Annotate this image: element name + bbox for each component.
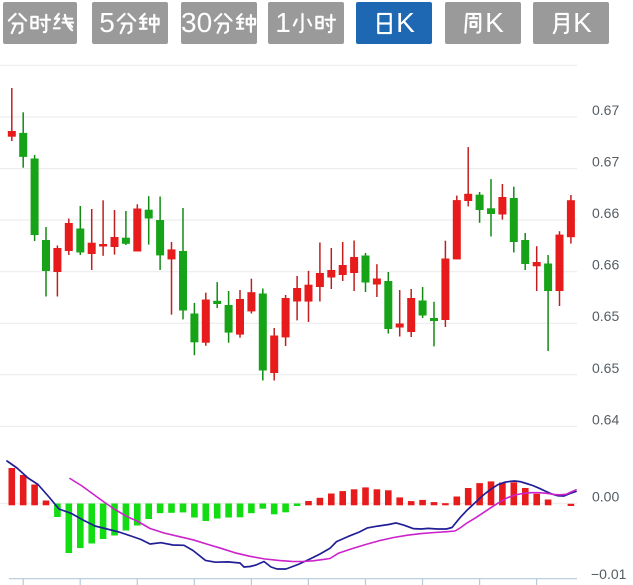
svg-text:0.00: 0.00 xyxy=(592,488,619,504)
svg-text:−0.01: −0.01 xyxy=(591,566,627,582)
svg-text:0.67: 0.67 xyxy=(592,102,619,118)
svg-text:0.65: 0.65 xyxy=(592,308,619,324)
svg-text:0.64: 0.64 xyxy=(592,411,619,427)
svg-text:0.65: 0.65 xyxy=(592,360,619,376)
svg-text:0.66: 0.66 xyxy=(592,205,619,221)
svg-text:0.66: 0.66 xyxy=(592,257,619,273)
svg-text:0.67: 0.67 xyxy=(592,154,619,170)
